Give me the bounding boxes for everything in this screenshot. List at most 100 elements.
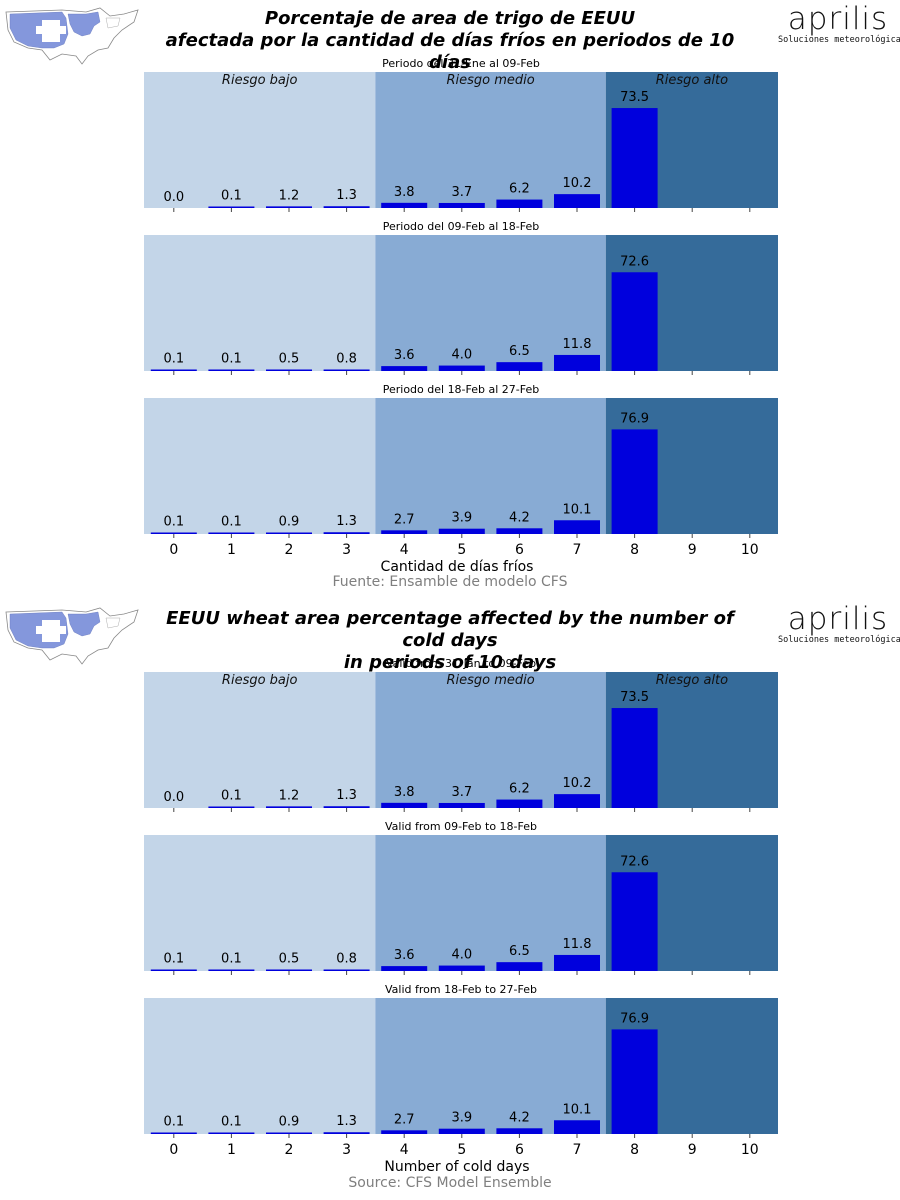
data-label: 76.9 <box>620 411 649 426</box>
tick-label: 8 <box>630 1142 639 1158</box>
data-label: 6.5 <box>509 344 530 359</box>
panel-title: Periodo del 09-Feb al 18-Feb <box>383 220 540 233</box>
risk-zone <box>144 398 376 534</box>
data-label: 0.1 <box>163 1115 184 1130</box>
data-label: 3.7 <box>451 185 472 200</box>
risk-zone-label: Riesgo alto <box>656 673 728 688</box>
data-label: 4.2 <box>509 1110 530 1125</box>
data-label: 6.2 <box>509 182 530 197</box>
bar <box>611 429 658 534</box>
data-label: 3.9 <box>451 511 472 526</box>
bar <box>496 1128 543 1134</box>
data-label: 76.9 <box>620 1011 649 1026</box>
tick-label: 6 <box>515 542 524 558</box>
bar <box>208 206 255 208</box>
data-label: 2.7 <box>394 1112 415 1127</box>
tick-label: 9 <box>688 1142 697 1158</box>
data-label: 73.5 <box>620 690 649 705</box>
panel-2: Periodo del 09-Feb al 18-Feb 0.1 0.1 0.5 0.8… <box>144 220 778 375</box>
tick-label: 7 <box>573 1142 582 1158</box>
bar <box>438 1128 485 1134</box>
bar <box>323 206 370 208</box>
panel-title: Periodo del 31-Ene al 09-Feb <box>382 57 540 70</box>
bar <box>323 1132 370 1134</box>
bar <box>611 272 658 371</box>
data-label: 0.5 <box>279 352 300 367</box>
data-label: 10.1 <box>563 1102 592 1117</box>
data-label: 3.6 <box>394 948 415 963</box>
bar <box>266 806 312 808</box>
data-label: 0.1 <box>221 189 242 204</box>
logo-subtitle: Soluciones meteorológicas <box>778 35 900 45</box>
bar <box>554 354 600 371</box>
data-label: 3.9 <box>451 1111 472 1126</box>
bar <box>208 969 255 971</box>
bar <box>611 1029 658 1134</box>
bar <box>150 969 197 971</box>
bar <box>266 1132 312 1134</box>
tick-label: 1 <box>227 1142 236 1158</box>
source-note: Fuente: Ensamble de modelo CFS <box>332 574 568 590</box>
bar <box>208 532 255 534</box>
chart-title: EEUU wheat area percentage affected by t… <box>145 608 755 674</box>
data-label: 0.1 <box>163 952 184 967</box>
bar <box>611 708 658 808</box>
bar <box>381 366 428 371</box>
risk-zone-label: Riesgo medio <box>446 73 534 88</box>
data-label: 73.5 <box>620 90 649 105</box>
bar <box>323 969 370 971</box>
tick-label: 0 <box>169 1142 178 1158</box>
bar <box>381 966 428 971</box>
data-label: 1.3 <box>336 514 357 529</box>
data-label: 11.8 <box>563 937 592 952</box>
bar <box>150 369 197 371</box>
data-label: 72.6 <box>620 854 649 869</box>
data-label: 0.1 <box>221 952 242 967</box>
risk-zone <box>375 672 606 808</box>
tick-label: 10 <box>741 1142 759 1158</box>
data-label: 0.1 <box>163 352 184 367</box>
panel-6: Valid from 18-Feb to 27-Feb 0.1 0.1 0.9 1.3 2… <box>144 983 778 1175</box>
logo-subtitle: Soluciones meteorológicas <box>778 635 900 645</box>
bar <box>611 108 658 208</box>
tick-label: 10 <box>741 542 759 558</box>
bar <box>496 199 543 208</box>
bar <box>381 802 428 808</box>
bar <box>266 532 312 534</box>
data-label: 4.2 <box>509 510 530 525</box>
bar <box>208 369 255 371</box>
chart-block-en: EEUU wheat area percentage affected by t… <box>0 600 900 1200</box>
bar <box>208 1132 255 1134</box>
x-axis-label: Number of cold days <box>384 1159 529 1175</box>
bar <box>496 962 543 971</box>
data-label: 1.3 <box>336 788 357 803</box>
data-label: 0.1 <box>221 352 242 367</box>
title-line-2: in periods of 10 days <box>343 652 557 673</box>
logo-wordmark: aprilis <box>787 1 889 37</box>
panel-title: Valid from 31-Jan to 09-Feb <box>386 657 536 670</box>
data-label: 0.0 <box>163 790 184 805</box>
panel-5: Valid from 09-Feb to 18-Feb 0.1 0.1 0.5 0.8 3… <box>144 820 778 975</box>
bar <box>150 532 197 534</box>
aprilis-logo: aprilis Soluciones meteorológicas <box>778 604 900 646</box>
aprilis-logo: aprilis Soluciones meteorológicas <box>778 1 900 46</box>
data-label: 1.2 <box>279 788 300 803</box>
charts-es: Riesgo bajo Riesgo medio Riesgo alto Period… <box>144 57 778 575</box>
risk-zone-label: Riesgo bajo <box>222 73 298 88</box>
tick-label: 6 <box>515 1142 524 1158</box>
bar <box>381 1130 428 1134</box>
bar <box>381 202 428 208</box>
data-label: 1.3 <box>336 1114 357 1129</box>
risk-zone <box>144 672 376 808</box>
panel-4: Riesgo bajo Riesgo medio Riesgo alto Valid … <box>144 657 778 812</box>
risk-zone <box>375 835 606 971</box>
bar <box>208 806 255 808</box>
data-label: 10.2 <box>563 776 592 791</box>
bar <box>150 1132 197 1134</box>
bar <box>381 530 428 534</box>
tick-label: 0 <box>169 542 178 558</box>
title-line-2: afectada por la cantidad de días fríos e… <box>165 30 735 73</box>
tick-label: 5 <box>457 542 466 558</box>
bar <box>438 202 485 208</box>
tick-label: 2 <box>285 1142 294 1158</box>
